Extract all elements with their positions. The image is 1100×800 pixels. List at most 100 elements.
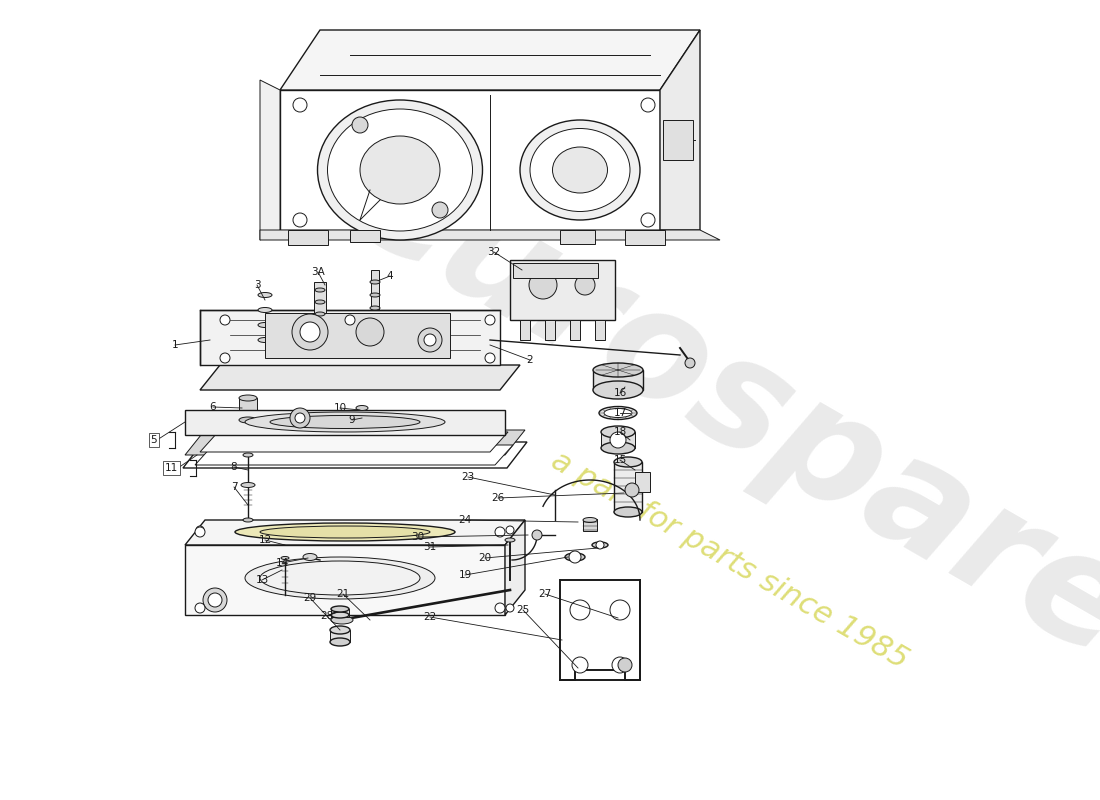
Text: 8: 8 (231, 462, 238, 472)
Circle shape (195, 603, 205, 613)
Text: 28: 28 (320, 611, 333, 621)
Circle shape (195, 527, 205, 537)
Polygon shape (200, 365, 520, 390)
Ellipse shape (315, 300, 324, 304)
Ellipse shape (243, 453, 253, 457)
Ellipse shape (258, 338, 272, 342)
Text: 24: 24 (459, 515, 472, 525)
Ellipse shape (260, 526, 430, 538)
Text: 21: 21 (337, 589, 350, 599)
Bar (513, 263, 598, 278)
Ellipse shape (258, 307, 272, 313)
Ellipse shape (614, 457, 642, 467)
Ellipse shape (280, 557, 289, 559)
Text: 29: 29 (304, 593, 317, 603)
Polygon shape (660, 30, 700, 230)
Text: 13: 13 (255, 575, 268, 585)
Bar (601, 432, 635, 448)
Bar (593, 370, 644, 390)
Text: 20: 20 (478, 553, 492, 563)
Ellipse shape (245, 557, 434, 599)
Text: 15: 15 (614, 455, 627, 465)
Ellipse shape (592, 542, 608, 548)
Circle shape (293, 213, 307, 227)
Text: 2: 2 (527, 355, 534, 365)
Polygon shape (560, 580, 640, 680)
Ellipse shape (370, 306, 379, 310)
Text: a part for parts since 1985: a part for parts since 1985 (547, 446, 914, 674)
Text: 16: 16 (614, 388, 627, 398)
Ellipse shape (241, 482, 255, 487)
Bar (239, 398, 257, 420)
Polygon shape (200, 432, 508, 452)
Circle shape (529, 271, 557, 299)
Text: 18: 18 (614, 427, 627, 437)
Circle shape (204, 588, 227, 612)
Circle shape (208, 593, 222, 607)
Ellipse shape (505, 538, 515, 542)
Ellipse shape (360, 136, 440, 204)
Ellipse shape (258, 322, 272, 327)
Bar (663, 120, 693, 160)
Circle shape (196, 604, 204, 612)
Polygon shape (183, 442, 527, 468)
Bar (288, 230, 328, 245)
Ellipse shape (614, 507, 642, 517)
Bar (614, 462, 642, 512)
Circle shape (610, 600, 630, 620)
Circle shape (290, 408, 310, 428)
Bar (583, 519, 597, 531)
Polygon shape (280, 90, 660, 230)
Text: 3: 3 (254, 280, 261, 290)
Circle shape (220, 353, 230, 363)
Ellipse shape (530, 129, 630, 211)
Ellipse shape (318, 100, 483, 240)
Text: 32: 32 (487, 247, 500, 257)
Circle shape (625, 483, 639, 497)
Bar (330, 630, 350, 642)
Ellipse shape (331, 606, 349, 612)
Circle shape (432, 202, 448, 218)
Circle shape (418, 328, 442, 352)
Ellipse shape (328, 109, 473, 231)
Circle shape (485, 315, 495, 325)
Ellipse shape (356, 406, 369, 410)
Text: 26: 26 (492, 493, 505, 503)
Ellipse shape (600, 406, 637, 419)
Polygon shape (185, 545, 505, 615)
Text: 19: 19 (459, 570, 472, 580)
Text: 30: 30 (411, 532, 425, 542)
Bar (570, 320, 580, 340)
Bar (358, 413, 366, 433)
Ellipse shape (315, 324, 324, 328)
Circle shape (295, 413, 305, 423)
Text: 4: 4 (387, 271, 394, 281)
Polygon shape (195, 445, 513, 465)
Circle shape (685, 358, 695, 368)
Ellipse shape (315, 312, 324, 316)
Ellipse shape (520, 120, 640, 220)
Text: 14: 14 (275, 558, 288, 568)
Circle shape (506, 604, 514, 612)
Ellipse shape (331, 612, 349, 618)
Circle shape (424, 334, 436, 346)
Ellipse shape (258, 293, 272, 298)
Bar (314, 282, 326, 334)
Polygon shape (260, 230, 720, 240)
Bar (625, 230, 666, 245)
Text: 5: 5 (151, 435, 157, 445)
Bar (544, 320, 556, 340)
Polygon shape (505, 520, 525, 615)
Text: 10: 10 (333, 403, 346, 413)
Ellipse shape (243, 518, 253, 522)
Ellipse shape (604, 409, 632, 418)
Circle shape (572, 657, 588, 673)
Circle shape (495, 603, 505, 613)
Text: 6: 6 (210, 402, 217, 412)
Ellipse shape (235, 523, 455, 541)
Ellipse shape (370, 280, 379, 284)
Polygon shape (280, 30, 700, 90)
Ellipse shape (331, 616, 353, 624)
Text: 7: 7 (231, 482, 238, 492)
Ellipse shape (552, 147, 607, 193)
